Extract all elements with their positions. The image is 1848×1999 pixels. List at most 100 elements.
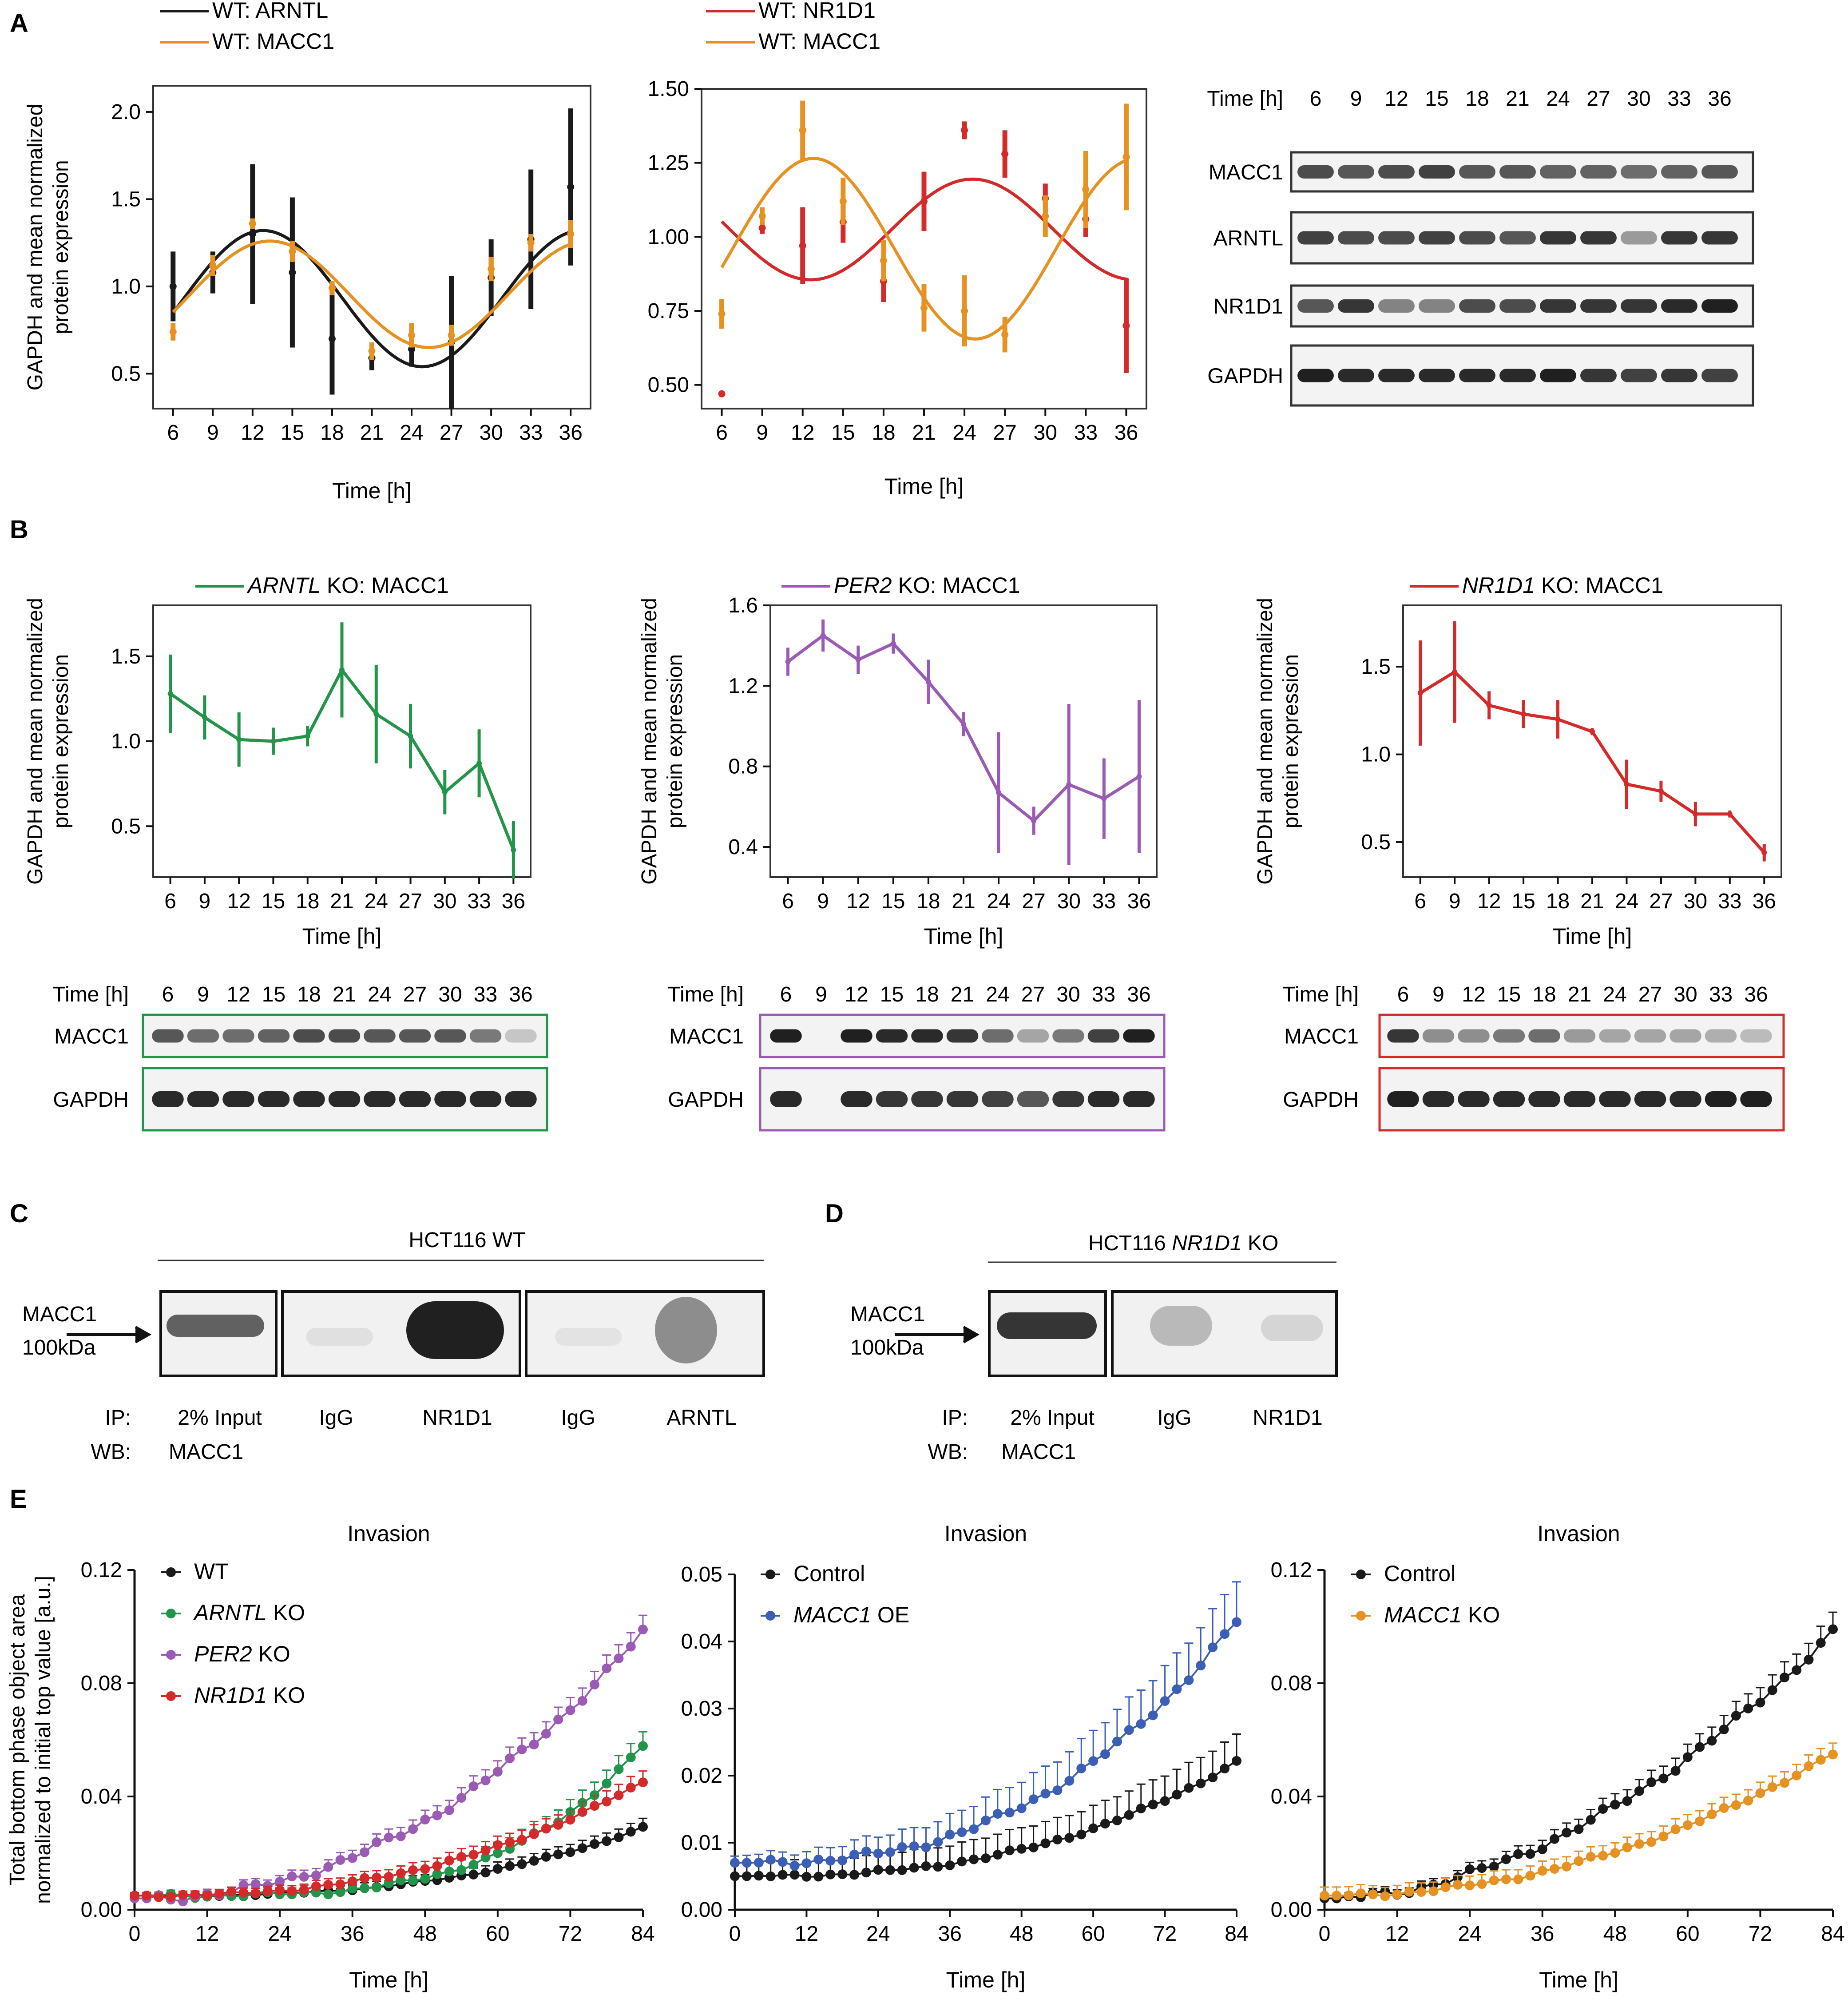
data-point (1598, 1851, 1608, 1861)
x-tick-label: 84 (631, 1922, 654, 1946)
data-point (1727, 811, 1733, 817)
blot-band (1499, 299, 1536, 313)
data-point (777, 1870, 788, 1880)
y-tick-label: 0.00 (81, 1898, 122, 1922)
data-point (614, 1790, 624, 1800)
data-point (359, 1847, 369, 1857)
data-point (765, 1871, 776, 1881)
data-point (448, 331, 455, 339)
blot-band (876, 1091, 908, 1107)
legend-label-italic: ARNTL (193, 1600, 267, 1625)
data-point (468, 1781, 479, 1792)
blot-band (1419, 165, 1455, 179)
x-tick-label: 84 (1821, 1922, 1844, 1946)
data-point (1160, 1696, 1170, 1706)
chart-b3-nr1d1-ko-macc1: 0.5 1.0 1.5 6 9 12 15 18 21 24 27 30 33 36 Time [h] GAP… (1253, 573, 1782, 949)
data-point (567, 183, 575, 191)
blot-band (1378, 231, 1415, 245)
data-point (1549, 1864, 1559, 1874)
x-tick-label: 21 (1580, 890, 1604, 913)
y-tick-label: 0.12 (1271, 1558, 1312, 1582)
blot-band (1563, 1029, 1596, 1043)
blot-row-label: MACC1 (1209, 161, 1283, 184)
x-tick-label: 18 (916, 890, 940, 913)
data-point (921, 1842, 931, 1852)
data-point (384, 1872, 394, 1882)
data-point (855, 657, 861, 663)
data-point (1184, 1675, 1194, 1685)
data-point (1100, 1819, 1110, 1829)
blot-band (1387, 1091, 1419, 1107)
legend-label: NR1D1 KO: MACC1 (1462, 573, 1663, 598)
data-point (468, 1860, 479, 1870)
chart-a2-wt-nr1d1-macc1: 0.50 0.75 1.00 1.25 1.50 6 9 12 15 18 21 24 27 30 33 36… (648, 0, 1147, 499)
data-point (1525, 1849, 1535, 1859)
x-tick-label: 24 (1615, 890, 1638, 913)
data-point (420, 1864, 430, 1874)
data-point (1465, 1864, 1475, 1874)
blot-lane-label: 9 (1350, 87, 1362, 111)
data-point (1148, 1710, 1158, 1721)
data-point (432, 1861, 442, 1871)
data-point (626, 1752, 636, 1762)
blot-band (1297, 165, 1334, 179)
x-tick-label: 6 (716, 421, 728, 445)
chart-e1-invasion-ko-lines: 0.00 0.04 0.08 0.12 0 12 24 36 48 60 72 84 Time [h] T… (6, 1521, 655, 1992)
legend-label-italic: NR1D1 (1462, 573, 1535, 598)
co-ip-d-wb-lane: MACC1 (1001, 1440, 1076, 1464)
data-point (420, 1874, 430, 1884)
data-point (1416, 1887, 1427, 1897)
co-ip-c-title: HCT116 WT (408, 1228, 525, 1252)
y-tick-label: 1.5 (111, 645, 141, 668)
blot-lane-label: 9 (815, 983, 827, 1006)
x-axis-label: Time [h] (884, 474, 964, 499)
blot-lane-label: 21 (1568, 983, 1591, 1006)
x-tick-label: 33 (467, 890, 491, 913)
data-point (885, 1847, 895, 1857)
data-point (480, 1868, 491, 1878)
data-point (1031, 818, 1037, 824)
data-point (238, 1888, 249, 1898)
legend-marker (765, 1611, 775, 1621)
data-point (890, 641, 896, 647)
data-point (1622, 1842, 1632, 1852)
data-point (789, 1860, 800, 1871)
series-line-group (167, 622, 516, 879)
data-point (996, 790, 1002, 795)
chart-b1-arntl-ko-macc1: 0.5 1.0 1.5 6 9 12 15 18 21 24 27 30 33 36 Time [h] GAP… (24, 573, 531, 949)
data-point (1208, 1772, 1218, 1783)
blot-band (982, 1029, 1014, 1043)
blot-lane-label: 15 (1497, 983, 1521, 1006)
x-tick-label: 36 (1114, 421, 1138, 445)
data-point (1196, 1661, 1206, 1671)
legend-label: NR1D1 KO (194, 1683, 305, 1708)
data-point (328, 335, 336, 342)
data-point (801, 1858, 812, 1868)
series-macc1-ko (1320, 1742, 1838, 1901)
data-point (1082, 186, 1090, 193)
blot-band (469, 1091, 502, 1107)
data-point (456, 1852, 467, 1862)
chart-b2-per2-ko-macc1: 0.4 0.8 1.2 1.6 6 9 12 15 18 21 24 27 30 33 36 Time [h]… (638, 573, 1158, 949)
legend-label: WT: MACC1 (212, 29, 334, 54)
data-point (1693, 811, 1698, 817)
data-point (505, 1753, 515, 1764)
data-point (861, 1846, 871, 1856)
y-axis-label: GAPDH and mean normalized (1253, 598, 1277, 885)
x-tick-label: 6 (167, 421, 179, 445)
data-point (961, 127, 968, 134)
data-point (476, 760, 482, 766)
blot-lane-label: 9 (197, 983, 209, 1006)
western-blot-b3: Time [h] 6 9 12 15 18 21 24 27 30 33 36 MACC1 GAPDH (1282, 983, 1785, 1132)
blot-band (841, 1091, 872, 1107)
co-ip-d-band-size: 100kDa (850, 1336, 924, 1359)
data-point (202, 715, 207, 720)
data-point (1016, 1803, 1027, 1813)
data-point (328, 284, 336, 292)
x-tick-label: 72 (1749, 1922, 1772, 1946)
series-line-group (1417, 621, 1767, 862)
data-point (839, 198, 847, 205)
x-tick-label: 30 (1034, 421, 1057, 445)
blot-band (1459, 165, 1495, 179)
legend-label-italic: MACC1 (793, 1602, 871, 1627)
